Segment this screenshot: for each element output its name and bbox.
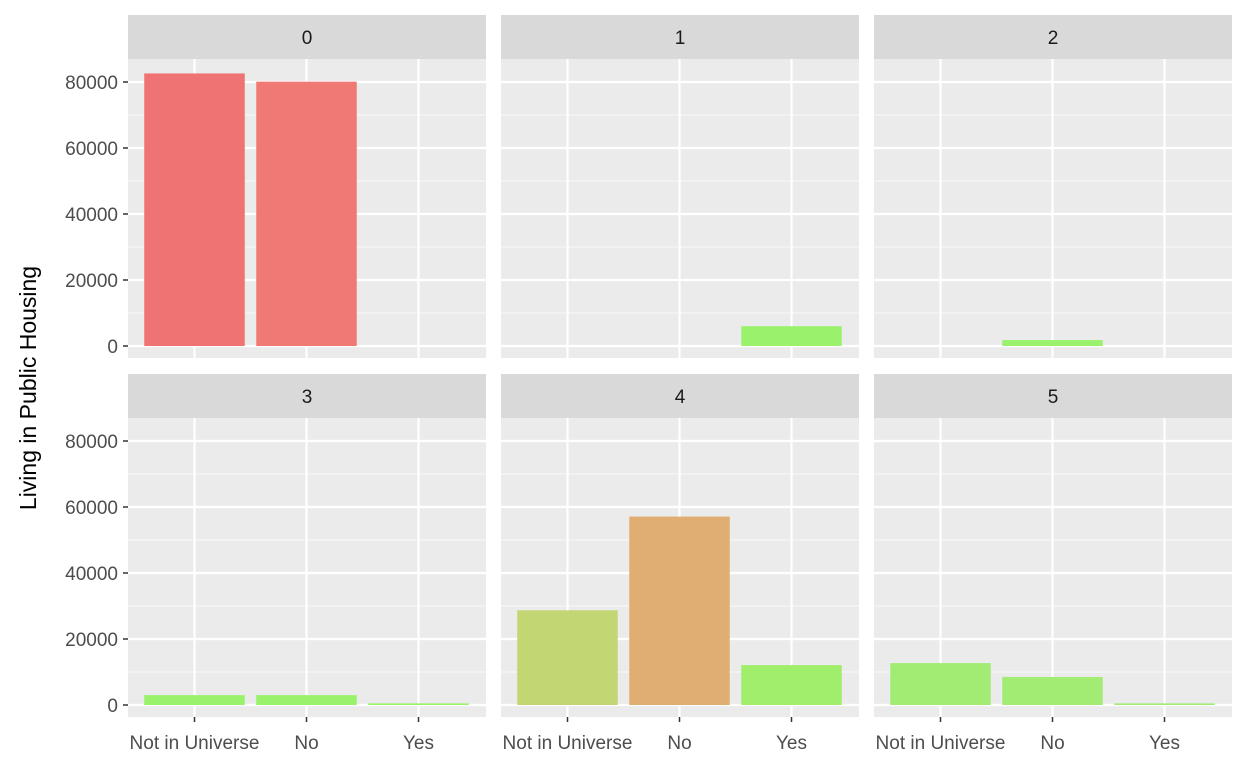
bar-2-no bbox=[1002, 340, 1103, 346]
x-tick-label: Yes bbox=[776, 733, 807, 754]
bar-3-not-in-universe bbox=[144, 695, 245, 705]
x-tick-label: Not in Universe bbox=[503, 733, 633, 754]
bar-5-not-in-universe bbox=[890, 663, 991, 705]
facet-strip-label: 1 bbox=[675, 28, 686, 49]
bar-5-yes bbox=[1114, 703, 1215, 705]
facet-strip bbox=[128, 15, 486, 59]
facet-strip-label: 4 bbox=[675, 387, 686, 408]
facet-strip-label: 0 bbox=[302, 28, 313, 49]
facet-strip bbox=[874, 374, 1232, 418]
facet-strip-label: 3 bbox=[302, 387, 313, 408]
bar-5-no bbox=[1002, 676, 1103, 705]
x-tick-label: No bbox=[1040, 733, 1064, 754]
facet-strip bbox=[501, 15, 859, 59]
y-tick-label: 80000 bbox=[65, 432, 118, 453]
facet-strip bbox=[128, 374, 486, 418]
y-tick-label: 40000 bbox=[65, 205, 118, 226]
bar-3-no bbox=[256, 695, 357, 705]
bar-4-yes bbox=[741, 665, 842, 705]
x-tick-label: Not in Universe bbox=[876, 733, 1006, 754]
y-tick-label: 20000 bbox=[65, 630, 118, 651]
y-axis-title: Living in Public Housing bbox=[15, 266, 41, 510]
bar-1-yes bbox=[741, 326, 842, 346]
y-tick-label: 40000 bbox=[65, 564, 118, 585]
bar-0-not-in-universe bbox=[144, 73, 245, 347]
x-tick-label: No bbox=[667, 733, 691, 754]
bar-4-no bbox=[629, 516, 730, 705]
facet-strip bbox=[501, 374, 859, 418]
y-tick-label: 0 bbox=[107, 337, 118, 358]
facet-strip-label: 5 bbox=[1048, 387, 1059, 408]
x-tick-label: Yes bbox=[1149, 733, 1180, 754]
facet-strip bbox=[874, 15, 1232, 59]
facet-strip-label: 2 bbox=[1048, 28, 1059, 49]
x-tick-label: Yes bbox=[403, 733, 434, 754]
x-tick-label: No bbox=[294, 733, 318, 754]
y-tick-label: 0 bbox=[107, 696, 118, 717]
y-tick-label: 80000 bbox=[65, 73, 118, 94]
x-tick-label: Not in Universe bbox=[130, 733, 260, 754]
bar-0-no bbox=[256, 81, 357, 347]
bar-3-yes bbox=[368, 703, 469, 705]
y-tick-label: 60000 bbox=[65, 139, 118, 160]
y-tick-label: 60000 bbox=[65, 498, 118, 519]
bar-4-not-in-universe bbox=[517, 610, 618, 705]
y-tick-label: 20000 bbox=[65, 271, 118, 292]
